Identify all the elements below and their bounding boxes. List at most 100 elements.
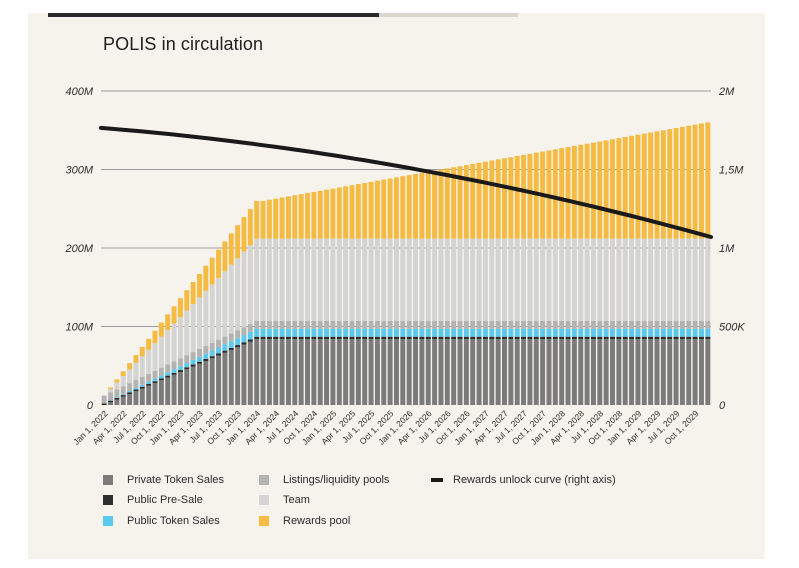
bar-segment-team bbox=[432, 238, 438, 322]
bar-segment-public-token-sales bbox=[425, 328, 431, 337]
bar-segment-public-pre-sale bbox=[311, 336, 317, 340]
bar-segment-rewards-pool bbox=[470, 163, 476, 239]
bar-segment-public-pre-sale bbox=[216, 353, 222, 356]
bar-segment-private-token-sales bbox=[578, 339, 584, 405]
bar-segment-public-pre-sale bbox=[120, 395, 126, 397]
bar-segment-public-token-sales bbox=[495, 328, 501, 337]
bar-segment-listings-liquidity-pools bbox=[584, 321, 590, 329]
bar-segment-public-token-sales bbox=[171, 369, 177, 373]
bar-segment-team bbox=[597, 238, 603, 322]
bar-segment-listings-liquidity-pools bbox=[235, 330, 241, 339]
bar-segment-rewards-pool bbox=[292, 195, 298, 239]
bar-segment-team bbox=[222, 271, 228, 337]
bar-segment-public-token-sales bbox=[146, 381, 152, 384]
bar-segment-private-token-sales bbox=[228, 350, 234, 405]
bar-segment-private-token-sales bbox=[260, 339, 266, 405]
bar-segment-rewards-pool bbox=[228, 233, 234, 265]
bar-segment-listings-liquidity-pools bbox=[108, 392, 114, 401]
bar-segment-listings-liquidity-pools bbox=[336, 321, 342, 329]
bar-segment-private-token-sales bbox=[533, 339, 539, 405]
bar-segment-team bbox=[679, 238, 685, 322]
bar-segment-public-pre-sale bbox=[629, 336, 635, 340]
bar-segment-public-token-sales bbox=[165, 372, 171, 376]
bar-segment-public-token-sales bbox=[387, 328, 393, 337]
bar-segment-public-pre-sale bbox=[387, 336, 393, 340]
bar-segment-public-token-sales bbox=[584, 328, 590, 337]
bar-segment-private-token-sales bbox=[667, 339, 673, 405]
bar-segment-listings-liquidity-pools bbox=[292, 321, 298, 329]
bar-segment-listings-liquidity-pools bbox=[247, 324, 253, 332]
bar-segment-public-token-sales bbox=[603, 328, 609, 337]
bar-segment-public-token-sales bbox=[362, 328, 368, 337]
legend-swatch-team bbox=[259, 495, 269, 505]
bar-segment-rewards-pool bbox=[425, 171, 431, 239]
bar-segment-team bbox=[463, 238, 469, 322]
bar-segment-public-pre-sale bbox=[355, 336, 361, 340]
bar-segment-public-pre-sale bbox=[324, 336, 330, 340]
bar-segment-public-pre-sale bbox=[616, 336, 622, 340]
bar-segment-team bbox=[254, 238, 260, 322]
bar-segment-public-token-sales bbox=[152, 378, 158, 382]
bar-segment-listings-liquidity-pools bbox=[457, 321, 463, 329]
bar-segment-team bbox=[273, 238, 279, 322]
bar-segment-public-token-sales bbox=[190, 359, 196, 365]
bar-segment-listings-liquidity-pools bbox=[667, 321, 673, 329]
bar-segment-listings-liquidity-pools bbox=[470, 321, 476, 329]
bar-segment-private-token-sales bbox=[438, 339, 444, 405]
bar-segment-public-token-sales bbox=[438, 328, 444, 337]
bar-segment-rewards-pool bbox=[438, 169, 444, 239]
bar-segment-listings-liquidity-pools bbox=[552, 321, 558, 329]
bar-segment-private-token-sales bbox=[216, 355, 222, 405]
bar-segment-team bbox=[368, 238, 374, 322]
bar-segment-team bbox=[247, 245, 253, 325]
legend-swatch-private-token-sales bbox=[103, 475, 113, 485]
bar-segment-listings-liquidity-pools bbox=[616, 321, 622, 329]
bar-segment-private-token-sales bbox=[381, 339, 387, 405]
bar-segment-team bbox=[508, 238, 514, 322]
bar-segment-listings-liquidity-pools bbox=[629, 321, 635, 329]
bar-segment-listings-liquidity-pools bbox=[603, 321, 609, 329]
bar-segment-private-token-sales bbox=[317, 339, 323, 405]
bar-segment-listings-liquidity-pools bbox=[571, 321, 577, 329]
bar-segment-private-token-sales bbox=[654, 339, 660, 405]
bar-segment-team bbox=[305, 238, 310, 322]
bar-segment-public-pre-sale bbox=[451, 336, 457, 340]
legend-private-token-sales: Private Token Sales bbox=[103, 474, 224, 486]
bar-segment-private-token-sales bbox=[247, 341, 253, 405]
bar-segment-listings-liquidity-pools bbox=[349, 321, 355, 329]
bar-segment-public-token-sales bbox=[482, 328, 488, 337]
bar-segment-public-pre-sale bbox=[298, 336, 304, 340]
bar-segment-private-token-sales bbox=[305, 339, 310, 405]
bar-segment-team bbox=[457, 238, 463, 322]
bar-segment-team bbox=[495, 238, 501, 322]
bar-segment-public-token-sales bbox=[292, 328, 298, 337]
bar-segment-public-token-sales bbox=[158, 375, 164, 379]
bar-segment-rewards-pool bbox=[254, 200, 260, 239]
bar-segment-listings-liquidity-pools bbox=[305, 321, 310, 329]
rewards-unlock-curve-line bbox=[99, 125, 713, 239]
bar-segment-listings-liquidity-pools bbox=[177, 358, 183, 367]
bar-segment-public-pre-sale bbox=[559, 336, 565, 340]
bar-segment-team bbox=[285, 238, 291, 322]
bar-segment-rewards-pool bbox=[209, 257, 215, 285]
bar-segment-listings-liquidity-pools bbox=[190, 352, 196, 360]
bar-segment-team bbox=[228, 264, 234, 334]
bar-segment-public-pre-sale bbox=[343, 336, 349, 340]
bar-segment-listings-liquidity-pools bbox=[489, 321, 495, 329]
bar-segment-public-token-sales bbox=[597, 328, 603, 337]
legend-rewards-unlock-curve: Rewards unlock curve (right axis) bbox=[431, 474, 616, 486]
bar-segment-public-token-sales bbox=[667, 328, 673, 337]
bar-segment-rewards-pool bbox=[260, 200, 266, 239]
bar-segment-rewards-pool bbox=[171, 306, 177, 324]
bar-segment-team bbox=[482, 238, 488, 322]
bar-segment-public-token-sales bbox=[235, 338, 241, 346]
bar-segment-listings-liquidity-pools bbox=[393, 321, 399, 329]
bar-segment-public-token-sales bbox=[285, 328, 291, 337]
bar-segment-public-pre-sale bbox=[648, 336, 654, 340]
bar-segment-public-token-sales bbox=[641, 328, 647, 337]
bar-segment-team bbox=[393, 238, 399, 322]
bar-segment-public-token-sales bbox=[413, 328, 419, 337]
bar-segment-public-pre-sale bbox=[235, 345, 241, 348]
bar-segment-public-token-sales bbox=[698, 328, 704, 337]
bar-segment-public-pre-sale bbox=[133, 389, 139, 392]
